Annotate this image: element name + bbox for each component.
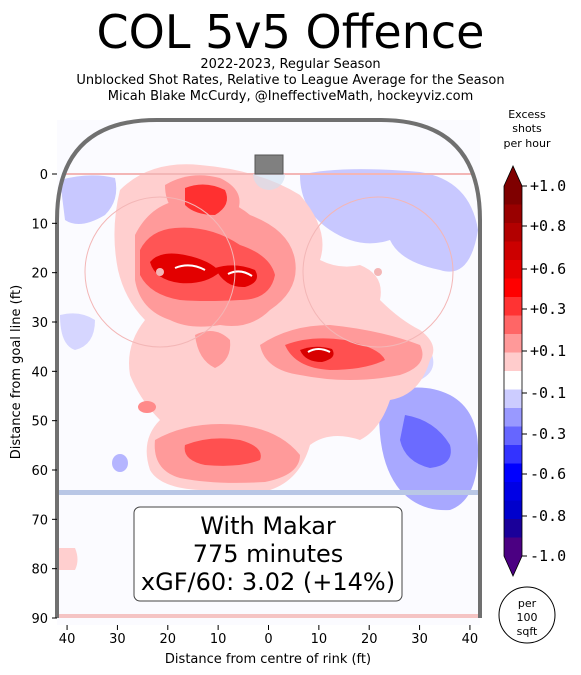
rink-boards	[55, 118, 482, 618]
colorbar-segment	[504, 315, 522, 335]
goal-crease	[253, 174, 285, 190]
x-tick-label: 10	[210, 632, 227, 647]
colorbar-tick-label: +0.3	[530, 300, 566, 318]
chart-subtitle-author: Micah Blake McCurdy, @IneffectiveMath, h…	[107, 89, 474, 104]
colorbar-tick-label: -1.0	[530, 547, 566, 565]
colorbar-title-2: shots	[512, 122, 542, 135]
colorbar-segment	[504, 463, 522, 483]
colorbar-tick-label: +0.8	[530, 217, 566, 235]
colorbar-segment	[504, 519, 522, 538]
x-tick-label: 0	[264, 632, 272, 647]
colorbar-ticks: +1.0 +0.8 +0.6 +0.3 +0.1 -0.1 -0.3 -0.6 -0.8 -1.0	[522, 177, 566, 565]
heat-region-red-strong-slot	[285, 338, 385, 370]
chart-title: COL 5v5 Offence	[96, 5, 485, 59]
unit-circle	[498, 586, 556, 644]
heat-region-blue-core	[400, 415, 451, 468]
y-tick-label: 20	[31, 267, 48, 282]
colorbar	[503, 165, 523, 577]
rink-markings	[57, 173, 480, 618]
goal-net	[254, 154, 284, 175]
colorbar-segment	[504, 278, 522, 298]
y-tick-label: 30	[31, 316, 48, 331]
colorbar-tick-label: -0.1	[530, 384, 566, 402]
y-tick-label: 40	[31, 365, 48, 380]
chart-subtitle-description: Unblocked Shot Rates, Relative to League…	[76, 73, 505, 88]
colorbar-segment	[504, 426, 522, 446]
heat-region-blue-left-top	[60, 175, 117, 224]
faceoff-circle-left	[84, 196, 236, 348]
colorbar-tick-label: +0.1	[530, 342, 566, 360]
unit-line-2: 100	[517, 611, 538, 624]
unit-line-1: per	[518, 597, 537, 610]
colorbar-segment	[504, 482, 522, 501]
annotation-box	[133, 506, 403, 602]
centre-line	[57, 614, 480, 618]
colorbar-segment	[504, 445, 522, 464]
colorbar-title-3: per hour	[504, 137, 551, 150]
annotation-line-1: With Makar	[200, 512, 336, 540]
y-tick-label: 70	[31, 513, 48, 528]
y-tick-label: 90	[31, 612, 48, 627]
chart-subtitle-season: 2022-2023, Regular Season	[200, 57, 381, 72]
colorbar-bottom-arrow	[504, 556, 522, 576]
colorbar-segment	[504, 260, 522, 279]
heat-region-red-left-bottom	[57, 548, 78, 570]
annotation-line-3: xGF/60: 3.02 (+14%)	[141, 568, 395, 596]
heat-peak-left	[150, 253, 220, 284]
heat-region-red-strong-crease	[185, 184, 228, 215]
blue-line	[57, 490, 480, 495]
faceoff-circle-right	[302, 196, 454, 348]
annotation-line-2: 775 minutes	[193, 540, 344, 568]
x-axis-label: Distance from centre of rink (ft)	[165, 652, 371, 667]
colorbar-segment	[504, 537, 522, 557]
colorbar-segment	[504, 334, 522, 353]
x-tick-label: 20	[160, 632, 177, 647]
colorbar-top-arrow	[504, 166, 522, 186]
heat-region-red-small-2	[138, 401, 156, 413]
colorbar-segment	[504, 297, 522, 316]
colorbar-segment	[504, 389, 522, 409]
colorbar-segment	[504, 352, 522, 372]
y-tick-label: 50	[31, 415, 48, 430]
heat-region-red-small-1	[195, 331, 231, 368]
y-axis: 0 10 20 30 40 50 60 70 80 90	[31, 168, 57, 627]
colorbar-tick-label: -0.8	[530, 507, 566, 525]
x-tick-label: 30	[411, 632, 428, 647]
colorbar-segment	[504, 223, 522, 242]
colorbar-segment	[504, 371, 522, 390]
y-tick-label: 80	[31, 563, 48, 578]
colorbar-tick-label: +1.0	[530, 177, 566, 195]
colorbar-segment	[504, 408, 522, 427]
y-tick-label: 0	[40, 168, 48, 183]
colorbar-tick-label: -0.6	[530, 465, 566, 483]
colorbar-segment	[504, 186, 522, 205]
y-tick-label: 60	[31, 464, 48, 479]
heat-region-blue-small	[112, 454, 128, 472]
colorbar-segment	[504, 241, 522, 261]
heat-region-blue-right-top	[300, 169, 478, 272]
y-axis-label: Distance from goal line (ft)	[9, 285, 24, 459]
y-tick-label: 10	[31, 217, 48, 232]
x-tick-label: 40	[462, 632, 479, 647]
colorbar-segment	[504, 500, 522, 520]
colorbar-tick-label: -0.3	[530, 425, 566, 443]
x-tick-label: 10	[311, 632, 328, 647]
colorbar-segment	[504, 204, 522, 224]
x-tick-label: 20	[361, 632, 378, 647]
x-tick-label: 30	[109, 632, 126, 647]
heat-region-red-strong-point	[184, 438, 261, 466]
colorbar-title-1: Excess	[508, 108, 546, 121]
heat-peak-right	[215, 265, 258, 288]
x-tick-label: 40	[59, 632, 76, 647]
x-axis: 40 30 20 10 0 10 20 30 40	[59, 625, 478, 647]
colorbar-tick-label: +0.6	[530, 260, 566, 278]
unit-line-3: sqft	[517, 625, 538, 638]
heatmap-layer	[57, 164, 478, 570]
heat-region-blue-left-mid	[60, 313, 95, 350]
